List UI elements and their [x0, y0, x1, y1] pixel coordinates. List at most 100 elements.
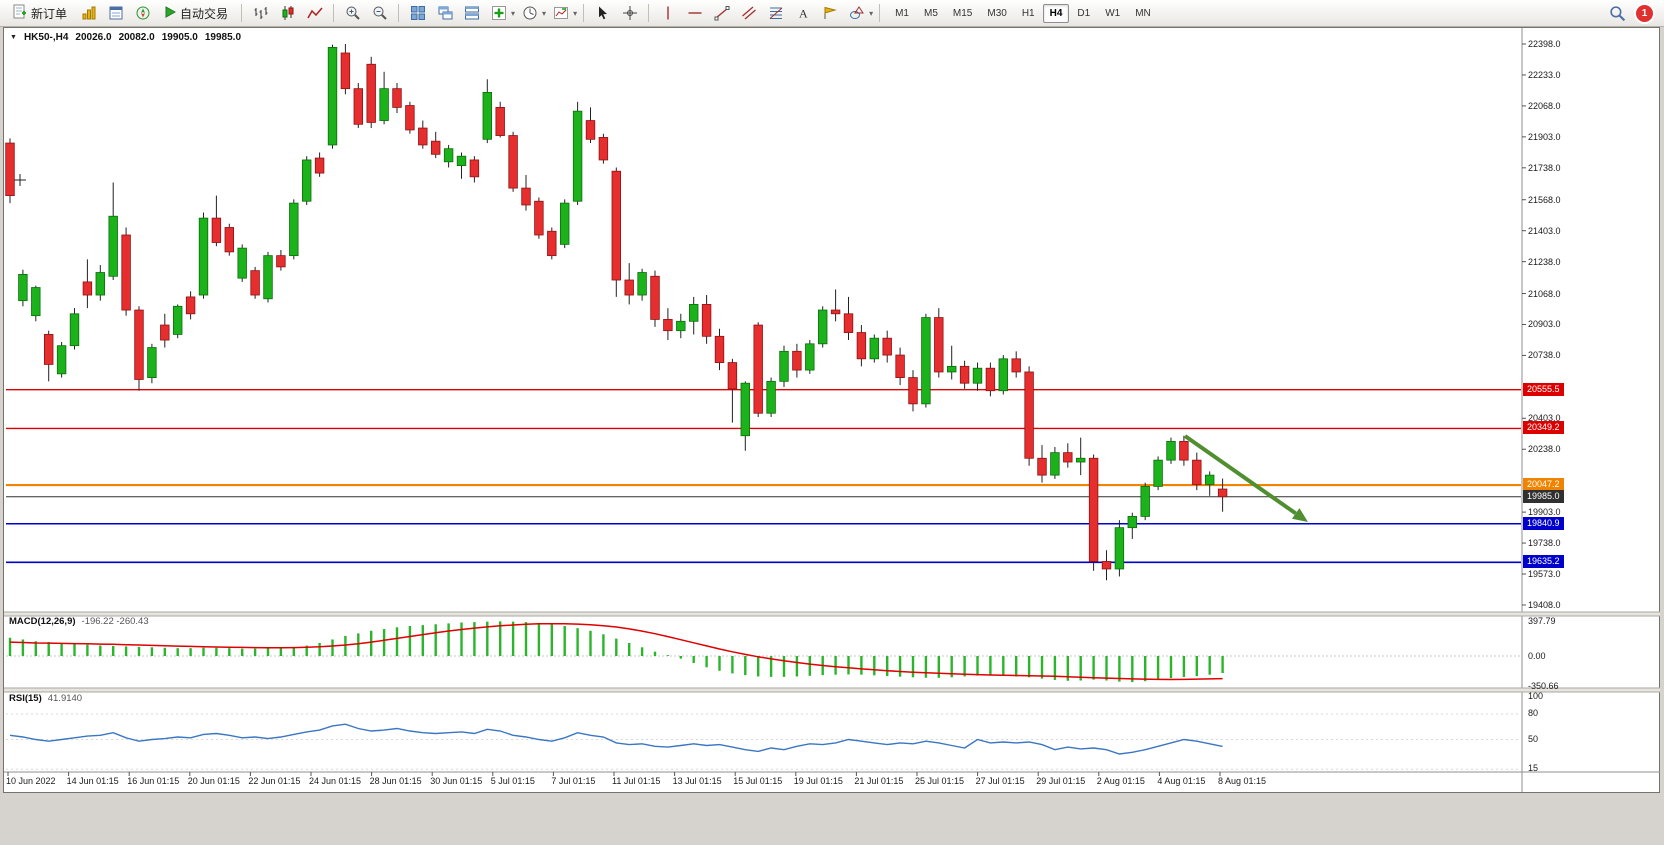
- candlestick-chart-icon[interactable]: [275, 1, 300, 25]
- symbol-ohlc-line: ▼ HK50-,H4 20026.0 20082.0 19905.0 19985…: [10, 32, 241, 43]
- symbol-period-label: HK50-,H4: [23, 32, 69, 43]
- price-axis-label: 20238.0: [1528, 444, 1561, 455]
- rsi-panel[interactable]: [6, 692, 1521, 770]
- price-badge: 19635.2: [1523, 555, 1564, 569]
- bar-chart-icon[interactable]: [248, 1, 273, 25]
- navigator-icon[interactable]: [130, 1, 155, 25]
- time-axis-label: 28 Jun 01:15: [369, 776, 422, 786]
- play-icon: [164, 5, 177, 21]
- label-tool-icon[interactable]: [817, 1, 842, 25]
- time-axis-label: 16 Jun 01:15: [127, 776, 180, 786]
- cascade-windows-icon[interactable]: [432, 1, 457, 25]
- auto-trading-button[interactable]: 自动交易: [157, 2, 235, 25]
- toolbar-separator: [879, 4, 881, 22]
- ohlc-expand-icon[interactable]: ▼: [10, 34, 17, 41]
- text-tool-icon[interactable]: A: [790, 1, 815, 25]
- time-axis-label: 25 Jul 01:15: [915, 776, 965, 786]
- time-axis-label: 22 Jun 01:15: [248, 776, 301, 786]
- indicators-icon[interactable]: [486, 1, 511, 25]
- time-axis-label: 13 Jul 01:15: [672, 776, 722, 786]
- timeframe-button-d1[interactable]: D1: [1077, 7, 1091, 19]
- rsi-name: RSI(15): [9, 693, 42, 704]
- price-axis-label: 19738.0: [1528, 538, 1561, 549]
- rsi-label-line: RSI(15) 41.9140: [9, 693, 82, 704]
- toolbar-separator: [583, 4, 585, 22]
- macd-axis-label: 397.79: [1528, 616, 1556, 627]
- price-axis-label: 21738.0: [1528, 162, 1561, 173]
- new-order-button[interactable]: 新订单: [5, 1, 74, 25]
- price-axis-label: 19573.0: [1528, 569, 1561, 580]
- timeframe-button-mn[interactable]: MN: [1135, 7, 1151, 19]
- timeframe-button-h4[interactable]: H4: [1042, 3, 1070, 23]
- trendline-tool-icon[interactable]: [709, 1, 734, 25]
- shapes-dropdown-caret[interactable]: ▾: [869, 8, 874, 18]
- main-chart-area[interactable]: [6, 30, 1521, 612]
- toolbar: 新订单 自动交易 ▾ ▾: [0, 0, 1664, 27]
- price-badge: 19840.9: [1523, 516, 1564, 530]
- timeframe-button-m5[interactable]: M5: [924, 7, 938, 19]
- shapes-tool-icon[interactable]: [844, 1, 869, 25]
- price-axis-label: 19408.0: [1528, 599, 1561, 610]
- time-axis-label: 10 Jun 2022: [6, 776, 56, 786]
- price-axis-label: 21903.0: [1528, 131, 1561, 142]
- price-axis-label: 20903.0: [1528, 319, 1561, 330]
- ohlc-open: 20026.0: [75, 32, 112, 43]
- macd-name: MACD(12,26,9): [9, 616, 76, 627]
- line-chart-icon[interactable]: [302, 1, 327, 25]
- fibonacci-tool-icon[interactable]: [763, 1, 788, 25]
- timeframe-button-m15[interactable]: M15: [952, 7, 973, 19]
- periods-dropdown-caret[interactable]: ▾: [542, 8, 547, 18]
- time-axis-label: 14 Jun 01:15: [66, 776, 119, 786]
- price-axis-label: 21568.0: [1528, 194, 1561, 205]
- time-axis-label: 4 Aug 01:15: [1157, 776, 1206, 786]
- zoom-in-icon[interactable]: [340, 1, 365, 25]
- toolbar-separator: [398, 4, 400, 22]
- periods-icon[interactable]: [517, 1, 542, 25]
- market-watch-icon[interactable]: [76, 1, 101, 25]
- svg-text:A: A: [799, 7, 808, 21]
- toolbar-separator: [648, 4, 650, 22]
- rsi-axis-label: 50: [1528, 733, 1539, 744]
- arrange-windows-icon[interactable]: [459, 1, 484, 25]
- time-axis-label: 30 Jun 01:15: [430, 776, 483, 786]
- price-axis-label: 19903.0: [1528, 507, 1561, 518]
- tile-windows-icon[interactable]: [405, 1, 430, 25]
- crosshair-icon[interactable]: [617, 1, 642, 25]
- indicators-dropdown-caret[interactable]: ▾: [511, 8, 516, 18]
- macd-axis-label: 0.00: [1528, 651, 1546, 661]
- horizontal-line-tool-icon[interactable]: [682, 1, 707, 25]
- notification-badge[interactable]: 1: [1636, 4, 1653, 22]
- timeframe-button-m1[interactable]: M1: [895, 7, 909, 19]
- macd-panel[interactable]: [6, 616, 1521, 688]
- notification-count: 1: [1641, 7, 1648, 19]
- time-axis-label: 19 Jul 01:15: [793, 776, 843, 786]
- toolbar-separator: [241, 4, 243, 22]
- cursor-icon[interactable]: [590, 1, 615, 25]
- rsi-value: 41.9140: [47, 693, 83, 704]
- price-badge: 20349.2: [1523, 421, 1564, 435]
- price-axis-label: 21238.0: [1528, 256, 1561, 267]
- channel-tool-icon[interactable]: [736, 1, 761, 25]
- time-axis-label: 2 Aug 01:15: [1096, 776, 1145, 786]
- time-axis-label: 20 Jun 01:15: [187, 776, 240, 786]
- new-order-label: 新订单: [31, 6, 68, 21]
- ohlc-high: 20082.0: [118, 32, 155, 43]
- price-axis-label: 22068.0: [1528, 100, 1561, 111]
- auto-trading-label: 自动交易: [180, 6, 229, 21]
- price-axis-label: 21068.0: [1528, 288, 1561, 299]
- price-axis-label: 21403.0: [1528, 225, 1561, 236]
- chart-shift-icon[interactable]: [548, 1, 573, 25]
- chart-shift-dropdown-caret[interactable]: ▾: [573, 8, 578, 18]
- macd-axis-label: -350.66: [1528, 681, 1559, 692]
- ohlc-low: 19905.0: [161, 32, 198, 43]
- data-window-icon[interactable]: [103, 1, 128, 25]
- timeframe-button-w1[interactable]: W1: [1105, 7, 1121, 19]
- timeframe-button-m30[interactable]: M30: [987, 7, 1007, 19]
- price-badge: 20555.5: [1523, 382, 1564, 396]
- zoom-out-icon[interactable]: [367, 1, 392, 25]
- timeframe-button-h1[interactable]: H1: [1021, 7, 1035, 19]
- rsi-axis-label: 100: [1528, 691, 1544, 701]
- price-axis-label: 20403.0: [1528, 413, 1561, 424]
- search-icon[interactable]: [1605, 1, 1630, 25]
- vertical-line-tool-icon[interactable]: [655, 1, 680, 25]
